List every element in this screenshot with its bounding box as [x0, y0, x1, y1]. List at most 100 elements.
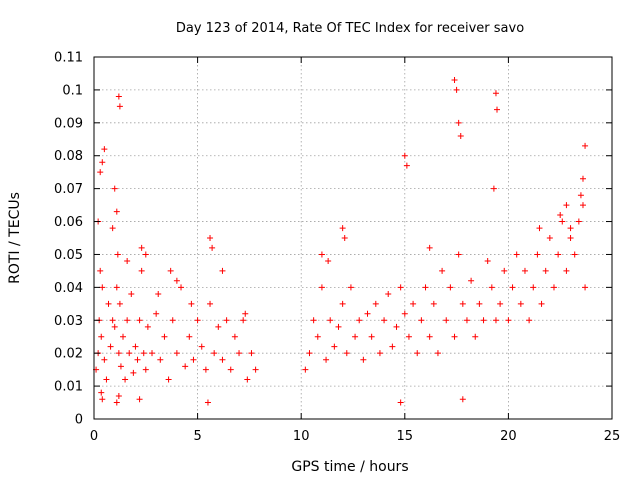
data-point	[128, 290, 135, 297]
y-tick-label: 0.08	[54, 149, 83, 164]
data-point	[124, 317, 131, 324]
data-point	[142, 251, 149, 258]
data-point	[513, 251, 520, 258]
data-point	[447, 284, 454, 291]
chart-title: Day 123 of 2014, Rate Of TEC Index for r…	[176, 21, 524, 36]
data-point	[393, 323, 400, 330]
data-point	[492, 317, 499, 324]
data-point	[457, 132, 464, 139]
data-point	[517, 300, 524, 307]
data-point	[546, 235, 553, 241]
data-point	[138, 267, 145, 274]
data-point	[455, 251, 462, 258]
data-point	[116, 300, 123, 307]
grid	[94, 57, 612, 419]
data-point	[98, 333, 105, 340]
data-point	[418, 317, 425, 324]
data-point	[173, 350, 180, 357]
data-point	[115, 350, 122, 357]
x-axis-title: GPS time / hours	[291, 459, 408, 475]
data-point	[410, 300, 417, 307]
data-point	[105, 300, 112, 307]
y-tick-label: 0.04	[54, 281, 83, 296]
data-point	[567, 225, 574, 232]
data-point	[99, 284, 106, 291]
data-point	[372, 300, 379, 307]
data-point	[142, 366, 149, 373]
data-point	[302, 366, 309, 373]
data-point	[109, 317, 116, 324]
data-point	[443, 317, 450, 324]
data-point	[397, 284, 404, 291]
data-point	[579, 175, 586, 182]
data-point	[115, 93, 122, 100]
data-point	[563, 267, 570, 274]
data-point	[236, 350, 243, 357]
data-point	[360, 356, 367, 363]
data-points	[93, 77, 589, 406]
x-tick-label: 15	[397, 429, 414, 444]
data-point	[563, 202, 570, 209]
y-axis-title: ROTI / TECUs	[7, 192, 23, 284]
y-tick-label: 0.11	[54, 51, 83, 66]
data-point	[167, 267, 174, 274]
data-point	[109, 225, 116, 232]
data-point	[339, 300, 346, 307]
data-point	[219, 356, 226, 363]
data-point	[459, 396, 466, 403]
data-point	[113, 399, 120, 406]
data-point	[577, 192, 584, 199]
y-tick-label: 0.05	[54, 248, 83, 263]
data-point	[434, 350, 441, 357]
data-point	[310, 317, 317, 324]
data-point	[130, 369, 137, 376]
data-point	[116, 103, 123, 110]
data-point	[430, 300, 437, 307]
data-point	[231, 333, 238, 340]
data-point	[99, 159, 106, 166]
data-point	[314, 333, 321, 340]
data-point	[215, 323, 222, 330]
data-point	[509, 284, 516, 291]
data-point	[403, 162, 410, 169]
data-point	[115, 392, 122, 399]
data-point	[426, 244, 433, 251]
data-point	[542, 267, 549, 274]
data-point	[385, 290, 392, 297]
data-point	[124, 258, 131, 265]
data-point	[463, 317, 470, 324]
data-point	[97, 169, 104, 176]
data-point	[204, 399, 211, 406]
data-point	[198, 343, 205, 350]
data-point	[455, 119, 462, 126]
axis-ticks	[93, 56, 613, 420]
y-tick-label: 0.01	[54, 380, 83, 395]
data-point	[490, 185, 497, 192]
data-point	[352, 333, 359, 340]
data-point	[219, 267, 226, 274]
data-point	[414, 350, 421, 357]
data-point	[341, 235, 348, 241]
data-point	[117, 363, 124, 370]
data-point	[248, 350, 255, 357]
data-point	[244, 376, 251, 383]
data-point	[323, 356, 330, 363]
y-tick-label: 0.03	[54, 314, 83, 329]
data-point	[459, 300, 466, 307]
data-point	[136, 317, 143, 324]
data-point	[476, 300, 483, 307]
data-point	[582, 142, 589, 149]
data-point	[107, 343, 114, 350]
data-point	[335, 323, 342, 330]
data-point	[155, 290, 162, 297]
data-point	[318, 284, 325, 291]
y-tick-label: 0.02	[54, 347, 83, 362]
x-tick-label: 10	[293, 429, 310, 444]
data-point	[494, 106, 501, 113]
data-point	[98, 389, 105, 396]
data-point	[331, 343, 338, 350]
data-point	[582, 284, 589, 291]
data-point	[472, 333, 479, 340]
x-tick-label: 5	[193, 429, 201, 444]
